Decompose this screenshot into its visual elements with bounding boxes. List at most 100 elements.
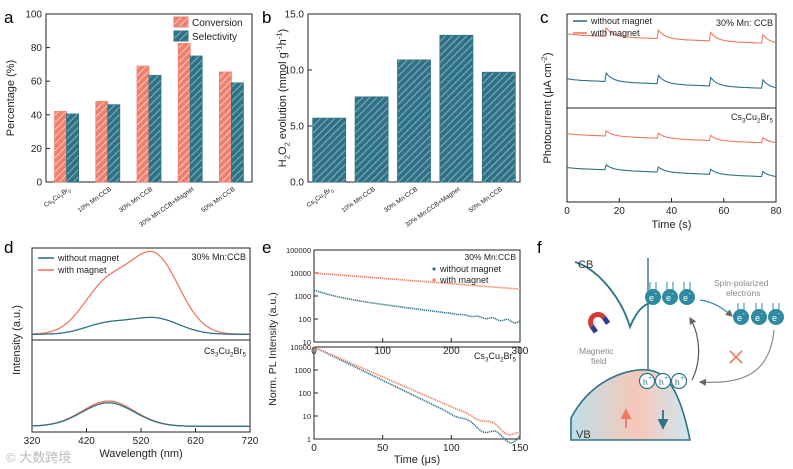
bar-h2o2 [481,71,516,183]
panel-c-photocurrent-chart: 0 20 40 60 80 30% Mn: CCB Cs3Cu2Br5 without mag… [540,13,782,231]
svg-text:h: h [659,377,664,387]
panel-letter-a: a [4,8,14,27]
legend-label: with magnet [590,28,640,38]
x-tick-label: 720 [242,436,259,447]
bar-selectivity [66,113,79,183]
legend-marker [432,278,436,282]
electron-charge-sign: - [655,291,658,298]
series-without-magnet [32,316,250,335]
y-tick-label: 10 [303,338,311,347]
legend-label: without magnet [590,16,653,26]
svg-text:e: e [772,313,777,323]
conduction-band-curve [574,261,651,330]
x-tick-label: 40 [666,206,678,217]
y-tick-label: 20 [31,144,43,155]
panel-b-h2o2-evolution-chart: 0.0 5.0 10.0 15.0 Cs3Cu2Br5 10% Mn:CCB 30% Mn:… [275,10,521,229]
x-category-label: 30% Mn:CCB [118,186,154,214]
subplot-label: 30% Mn:CCB [465,252,517,262]
series-with-magnet [313,272,521,290]
x-tick-label: 80 [770,206,782,217]
legend-label: with magnet [439,275,489,285]
series-with-magnet [566,129,777,144]
bar-conversion [177,43,191,183]
series-with-magnet [31,400,250,427]
spin-transfer-arrow [699,299,733,317]
vb-label: VB [576,429,591,441]
bar-selectivity [148,74,162,183]
hole-charge-sign: + [648,375,652,382]
legend-swatch [173,16,189,28]
y-tick-label: 1 [307,435,311,444]
x-category-label: 50% Mn:CCB [468,186,504,214]
magnet-icon [588,312,611,334]
legend-label: Conversion [192,18,243,29]
electron-group-interface: e e e [645,282,695,305]
y-tick-label: 100 [25,10,42,21]
x-tick-label: 0 [311,443,317,454]
watermark: © 大数跨境 [6,450,71,465]
hole-group: h h h [638,372,688,390]
y-tick-label: 100000 [286,246,311,255]
y-tick-label: 80 [31,43,43,54]
x-tick-label: 200 [443,346,460,357]
field-label: field [591,356,607,366]
recombination-return-arrow [698,329,775,386]
subplot-label: Cs3Cu2Br5 [204,346,247,359]
bar-h2o2 [439,34,474,183]
panel-e-pl-decay-chart: 0 100 200 300 10 100 1000 10000 100000 0 50 100 150 1… [267,246,529,466]
y-tick-label: 1000 [294,366,311,375]
bar-conversion [136,65,150,183]
bar-conversion [218,71,232,183]
y-tick-label: 100 [298,315,311,324]
series-without-magnet [313,346,521,444]
x-tick-label: 520 [133,436,150,447]
bar-selectivity [230,82,244,183]
subplot-label: 30% Mn: CCB [716,18,773,28]
panel-letter-c: c [540,8,549,27]
bar-h2o2 [312,117,347,183]
y-tick-label: 0.0 [290,178,304,189]
x-category-label: 30% Mn:CCB [383,186,419,214]
y-tick-label: 5.0 [290,122,304,133]
recombination-arrow-up [689,316,700,381]
x-category-label: 10% Mn:CCB [77,186,113,214]
bar-conversion [95,100,109,183]
x-tick-label: 420 [78,436,95,447]
x-tick-label: 620 [187,436,204,447]
x-tick-label: 300 [512,346,529,357]
series-without-magnet [313,289,521,324]
legend-marker [432,267,436,271]
y-tick-label: 100 [298,389,311,398]
x-tick-label: 60 [718,206,730,217]
svg-text:e: e [755,313,760,323]
legend-label: with magnet [57,265,107,275]
y-tick-label: 1000 [294,292,311,301]
y-tick-label: 10.0 [285,66,305,77]
spin-polarized-label: Spin-polarized [714,278,769,288]
y-tick-label: 0 [36,178,42,189]
legend-label: Selectivity [192,32,237,43]
panel-letter-b: b [262,8,271,27]
y-tick-label: 10000 [290,343,311,352]
legend-swatch [173,30,189,42]
magnetic-label: Magnetic [579,346,614,356]
series-with-magnet [566,26,777,44]
y-axis-label: Percentage (%) [5,60,17,136]
electron-charge-sign: - [761,311,764,318]
x-tick-label: 50 [377,443,389,454]
electron-group-free: e e e [733,303,784,325]
y-tick-label: 10000 [290,269,311,278]
y-axis-label: Intensity (a.u.) [11,305,23,375]
subplot-label: 30% Mn:CCB [191,252,246,262]
y-axis-label: Norm. PL Intensity (a.u.) [267,292,279,405]
x-axis-label: Time (s) [652,219,692,231]
svg-text:e: e [666,293,671,303]
panel-letter-d: d [4,238,13,257]
bar-conversion [54,111,67,183]
y-axis-label: Photocurrent (μA cm-2) [540,52,554,163]
x-tick-label: 100 [374,346,391,357]
y-tick-label: 10 [303,412,311,421]
series-without-magnet [566,71,777,89]
legend-label: without magnet [57,253,120,263]
